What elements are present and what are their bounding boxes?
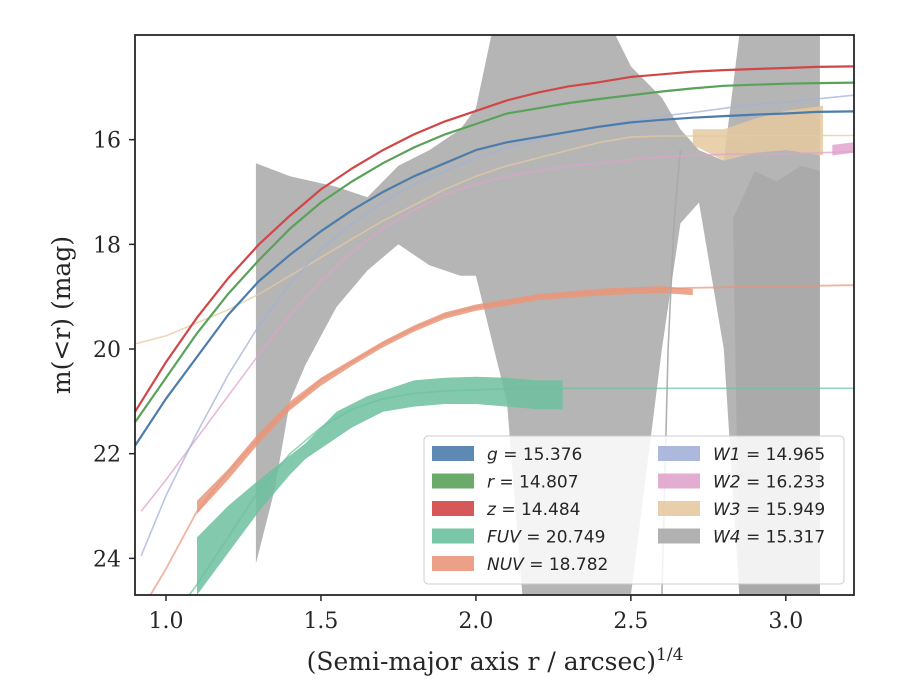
model-lines xyxy=(135,65,854,595)
legend-swatch xyxy=(658,528,700,544)
legend-label: g = 15.376 xyxy=(487,445,582,465)
x-tick-label: 3.0 xyxy=(768,609,803,634)
legend-swatch xyxy=(432,528,474,544)
legend-swatch xyxy=(658,501,700,516)
x-tick-label: 2.0 xyxy=(458,609,493,634)
legend: g = 15.376 r = 14.807 z = 14.484 FUV = 20.7… xyxy=(423,435,845,585)
x-axis-title: (Semi-major axis r / arcsec)1/4 xyxy=(307,645,684,676)
y-tick-label: 18 xyxy=(93,233,121,258)
w2-band xyxy=(832,142,854,156)
legend-label: z = 14.484 xyxy=(486,500,580,520)
legend-label: W1 = 14.965 xyxy=(713,445,825,465)
legend-box xyxy=(423,435,845,585)
x-axis: 1.0 1.5 2.0 2.5 3.0 xyxy=(148,595,803,634)
fuv-line xyxy=(188,387,854,595)
legend-label: W2 = 16.233 xyxy=(713,473,825,493)
g-line xyxy=(135,110,854,447)
y-axis-title: m(<r) (mag) xyxy=(47,236,76,394)
plot-frame xyxy=(134,34,855,596)
nuv-band xyxy=(197,286,693,514)
y-tick-label: 24 xyxy=(93,547,121,572)
legend-label: W3 = 15.949 xyxy=(713,500,825,520)
r-line xyxy=(135,81,854,423)
fuv-band xyxy=(197,376,563,595)
y-tick-label: 20 xyxy=(93,338,121,363)
legend-label: W4 = 15.317 xyxy=(713,528,825,548)
w3-band xyxy=(692,105,823,161)
w3-line xyxy=(135,134,854,345)
x-tick-label: 1.0 xyxy=(148,609,183,634)
z-line xyxy=(135,65,854,413)
legend-swatch xyxy=(432,446,474,461)
y-axis: 16 18 20 22 24 xyxy=(93,129,135,572)
y-tick-label: 22 xyxy=(93,443,121,468)
legend-swatch xyxy=(432,556,474,571)
nuv-line xyxy=(149,284,854,595)
legend-swatch xyxy=(432,473,474,489)
y-tick-label: 16 xyxy=(93,129,121,154)
w2-line xyxy=(140,150,854,512)
x-tick-label: 1.5 xyxy=(303,609,338,634)
legend-label: r = 14.807 xyxy=(487,473,579,493)
legend-swatch xyxy=(658,446,700,461)
x-tick-label: 2.5 xyxy=(613,609,648,634)
legend-swatch xyxy=(432,501,474,516)
legend-label: FUV = 20.749 xyxy=(487,528,605,548)
legend-swatch xyxy=(658,473,700,489)
w1-line xyxy=(140,94,854,557)
legend-label: NUV = 18.782 xyxy=(487,555,608,575)
